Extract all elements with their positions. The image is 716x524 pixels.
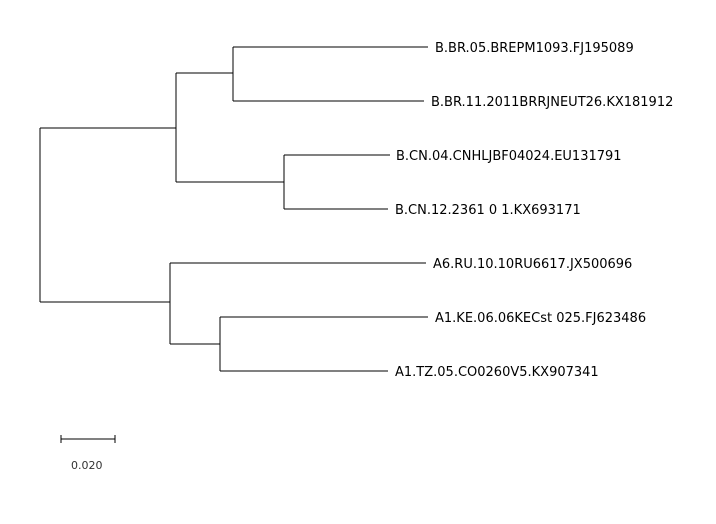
tip-label-5: A6.RU.10.10RU6617.JX500696	[433, 257, 632, 272]
tip-label-2: B.BR.11.2011BRRJNEUT26.KX181912	[431, 95, 673, 110]
tip-label-6: A1.KE.06.06KECst 025.FJ623486	[435, 311, 646, 326]
tip-label-7: A1.TZ.05.CO0260V5.KX907341	[395, 365, 599, 380]
tip-label-1: B.BR.05.BREPM1093.FJ195089	[435, 41, 634, 56]
scale-bar: 0.020	[60, 435, 116, 472]
tip-label-4: B.CN.12.2361 0 1.KX693171	[395, 203, 581, 218]
scale-bar-label: 0.020	[71, 459, 103, 472]
tip-label-3: B.CN.04.CNHLJBF04024.EU131791	[396, 149, 622, 164]
